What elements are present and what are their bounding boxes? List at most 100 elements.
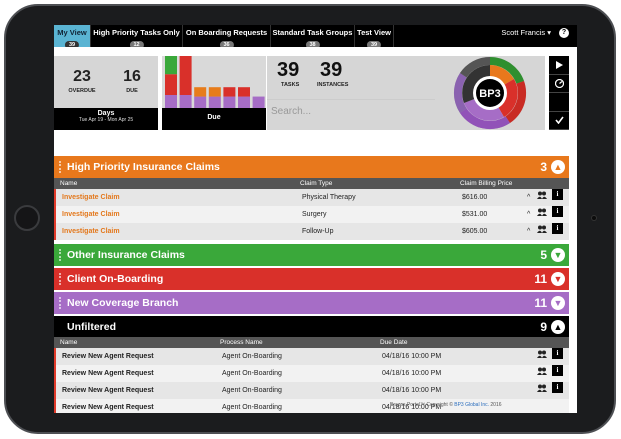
due-bar-segment <box>238 87 250 97</box>
table-row[interactable]: Investigate Claim Surgery $531.00 ^ i <box>54 206 569 223</box>
info-icon[interactable]: i <box>552 365 563 376</box>
sunburst-chart[interactable]: BP3 <box>435 56 545 130</box>
task-name-link[interactable]: Review New Agent Request <box>62 387 154 394</box>
claim-price: $531.00 <box>462 211 488 218</box>
footer-company-link[interactable]: BP3 Global Inc. <box>454 402 490 408</box>
home-button[interactable] <box>14 205 40 231</box>
group-count: 11 <box>534 272 547 286</box>
group-users-icon[interactable] <box>537 206 547 223</box>
task-name-link[interactable]: Investigate Claim <box>62 194 120 201</box>
overdue-due-panel[interactable]: 23 OVERDUE 16 DUE Days Tue Apr 19 - Mon … <box>54 56 158 130</box>
table-row[interactable]: Review New Agent Request Agent On-Boardi… <box>54 365 569 382</box>
user-menu[interactable]: Scott Francis ▾ <box>501 25 551 41</box>
task-name-link[interactable]: Review New Agent Request <box>62 370 154 377</box>
task-name-link[interactable]: Review New Agent Request <box>62 353 154 360</box>
process-name: Agent On-Boarding <box>222 370 282 377</box>
chevron-up-icon[interactable]: ^ <box>527 211 531 218</box>
group-new-coverage[interactable]: New Coverage Branch 11 ▼ <box>54 292 569 314</box>
group-count: 5 <box>540 248 547 262</box>
claim-price: $616.00 <box>462 194 488 201</box>
drag-handle[interactable] <box>59 161 61 173</box>
due-bar-segment <box>194 87 207 97</box>
group-users-icon[interactable] <box>537 189 547 206</box>
counts-panel: 39 TASKS 39 INSTANCES Search... <box>267 56 435 130</box>
process-name: Agent On-Boarding <box>222 404 282 411</box>
group-title: Client On-Boarding <box>67 273 164 285</box>
tab-high-priority[interactable]: High Priority Tasks Only 12 <box>91 25 183 49</box>
tab-badge: 36 <box>219 41 234 49</box>
info-icon[interactable]: i <box>552 382 563 393</box>
dashboard-icon[interactable] <box>549 75 569 93</box>
expand-icon[interactable]: ▼ <box>551 296 565 310</box>
tab-test-view[interactable]: Test View 39 <box>355 25 394 49</box>
tasks-label: TASKS <box>281 82 300 88</box>
tab-my-view[interactable]: My View 39 <box>54 25 91 49</box>
group-users-icon[interactable] <box>537 365 547 382</box>
user-name: Scott Francis <box>501 28 546 37</box>
chevron-up-icon[interactable]: ^ <box>527 194 531 201</box>
table-header: Name Process Name Due Date <box>54 337 569 348</box>
drag-handle[interactable] <box>59 249 61 261</box>
collapse-icon[interactable]: ▲ <box>551 320 565 334</box>
info-icon[interactable]: i <box>552 223 563 234</box>
due-bar-segment <box>194 96 207 108</box>
tab-badge: 12 <box>129 41 144 49</box>
tab-on-boarding[interactable]: On Boarding Requests 36 <box>183 25 271 49</box>
task-name-link[interactable]: Investigate Claim <box>62 228 120 235</box>
claim-price: $605.00 <box>462 228 488 235</box>
tab-standard-task-groups[interactable]: Standard Task Groups 38 <box>271 25 355 49</box>
due-bars <box>165 56 265 108</box>
play-icon[interactable] <box>549 56 569 75</box>
due-bar-segment <box>179 95 192 108</box>
instances-label: INSTANCES <box>317 82 349 88</box>
info-icon[interactable]: i <box>552 206 563 217</box>
camera-dot <box>591 215 597 221</box>
checkmark-icon[interactable] <box>549 112 569 130</box>
expand-icon[interactable]: ▼ <box>551 272 565 286</box>
sunburst-graphic: BP3 <box>453 56 527 130</box>
drag-handle[interactable] <box>59 297 61 309</box>
process-name: Agent On-Boarding <box>222 353 282 360</box>
info-icon[interactable]: i <box>552 348 563 359</box>
dashboard: 23 OVERDUE 16 DUE Days Tue Apr 19 - Mon … <box>54 47 577 140</box>
group-count: 3 <box>540 160 547 174</box>
chevron-up-icon[interactable]: ^ <box>527 228 531 235</box>
group-users-icon[interactable] <box>537 382 547 399</box>
table-row[interactable]: Investigate Claim Follow-Up $605.00 ^ i <box>54 223 569 240</box>
group-title: High Priority Insurance Claims <box>67 161 220 173</box>
due-date: 04/18/16 10:00 PM <box>382 387 442 394</box>
group-unfiltered[interactable]: Unfiltered 9 ▲ <box>54 316 569 338</box>
overdue-label: OVERDUE <box>68 88 96 94</box>
days-title: Days <box>97 110 115 117</box>
blank-tool[interactable] <box>549 93 569 112</box>
due-bar-segment <box>208 87 221 97</box>
group-client-onboarding[interactable]: Client On-Boarding 11 ▼ <box>54 268 569 290</box>
claim-type: Follow-Up <box>302 228 334 235</box>
task-name-link[interactable]: Investigate Claim <box>62 211 120 218</box>
overdue-count: 23 <box>73 68 91 85</box>
days-range: Tue Apr 19 - Mon Apr 25 <box>78 117 134 123</box>
info-icon[interactable]: i <box>552 189 563 200</box>
group-users-icon[interactable] <box>537 348 547 365</box>
drag-handle[interactable] <box>59 273 61 285</box>
group-high-priority[interactable]: High Priority Insurance Claims 3 ▲ <box>54 156 569 178</box>
days-bar: Days Tue Apr 19 - Mon Apr 25 <box>54 108 158 130</box>
help-icon[interactable]: ? <box>559 28 569 38</box>
due-date: 04/18/16 10:00 PM <box>382 353 442 360</box>
group-users-icon[interactable] <box>537 223 547 240</box>
task-name-link[interactable]: Review New Agent Request <box>62 404 154 411</box>
search-input[interactable]: Search... <box>267 99 435 127</box>
process-name: Agent On-Boarding <box>222 387 282 394</box>
table-row[interactable]: Review New Agent Request Agent On-Boardi… <box>54 382 569 399</box>
top-nav: My View 39 High Priority Tasks Only 12 On … <box>54 25 577 49</box>
table-row[interactable]: Review New Agent Request Agent On-Boardi… <box>54 399 569 413</box>
due-chart[interactable]: Due <box>162 56 266 130</box>
table-row[interactable]: Investigate Claim Physical Therapy $616.… <box>54 189 569 206</box>
table-row[interactable]: Review New Agent Request Agent On-Boardi… <box>54 348 569 365</box>
group-other-insurance[interactable]: Other Insurance Claims 5 ▼ <box>54 244 569 266</box>
due-bar-segment <box>252 96 265 108</box>
group-count: 9 <box>540 320 547 334</box>
expand-icon[interactable]: ▼ <box>551 248 565 262</box>
collapse-icon[interactable]: ▲ <box>551 160 565 174</box>
group-count: 11 <box>534 296 547 310</box>
